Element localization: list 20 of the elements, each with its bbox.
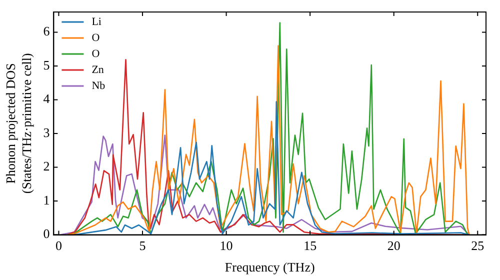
legend-label: O bbox=[92, 32, 100, 44]
y-tick-label: 6 bbox=[43, 24, 50, 39]
y-tick-label: 0 bbox=[43, 226, 50, 242]
x-tick-label: 10 bbox=[220, 238, 233, 254]
y-tick-label: 4 bbox=[43, 91, 50, 106]
legend-label: Nb bbox=[92, 80, 106, 92]
x-tick-label: 0 bbox=[55, 238, 62, 254]
x-axis-title: Frequency (THz) bbox=[224, 260, 315, 275]
y-tick-label: 3 bbox=[43, 124, 50, 140]
x-tick-label: 20 bbox=[387, 238, 400, 254]
x-tick-label: 15 bbox=[304, 238, 317, 254]
legend-label: Zn bbox=[92, 64, 104, 76]
legend-label: Li bbox=[92, 16, 102, 28]
y-tick-label: 5 bbox=[43, 57, 50, 72]
y-tick-label: 1 bbox=[43, 192, 50, 208]
y-tick-label: 2 bbox=[43, 158, 50, 174]
x-tick-label: 5 bbox=[139, 238, 146, 254]
x-tick-label: 25 bbox=[471, 238, 484, 254]
legend-label: O bbox=[92, 48, 100, 60]
y-axis-title: Phonon projected DOS (States/THz·primitive cell) bbox=[3, 53, 34, 194]
